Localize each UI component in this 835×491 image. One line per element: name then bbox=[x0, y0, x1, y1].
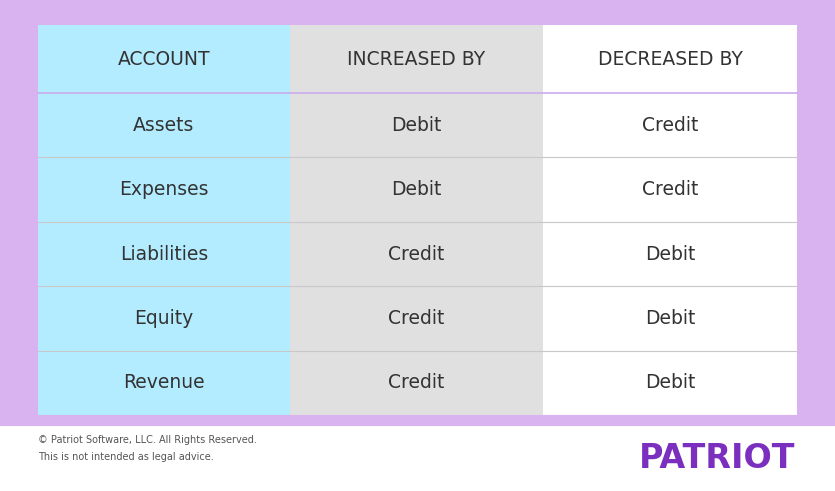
Bar bbox=[38, 351, 290, 415]
Bar bbox=[290, 25, 543, 93]
Text: Liabilities: Liabilities bbox=[120, 245, 208, 264]
Bar bbox=[543, 222, 797, 286]
Bar bbox=[0, 420, 835, 491]
Text: Debit: Debit bbox=[645, 373, 696, 392]
Text: Revenue: Revenue bbox=[124, 373, 205, 392]
Bar bbox=[290, 158, 543, 222]
Bar bbox=[290, 93, 543, 158]
Text: Debit: Debit bbox=[392, 180, 442, 199]
Bar bbox=[38, 286, 290, 351]
Text: ACCOUNT: ACCOUNT bbox=[118, 50, 210, 69]
Bar bbox=[543, 351, 797, 415]
Bar bbox=[38, 222, 290, 286]
Text: Equity: Equity bbox=[134, 309, 194, 328]
Text: Expenses: Expenses bbox=[119, 180, 209, 199]
Text: Credit: Credit bbox=[388, 245, 445, 264]
Text: DECREASED BY: DECREASED BY bbox=[598, 50, 742, 69]
Text: Credit: Credit bbox=[388, 373, 445, 392]
Bar bbox=[543, 93, 797, 158]
Bar bbox=[543, 158, 797, 222]
Text: Credit: Credit bbox=[388, 309, 445, 328]
Text: Assets: Assets bbox=[134, 116, 195, 135]
Text: Debit: Debit bbox=[645, 245, 696, 264]
Text: This is not intended as legal advice.: This is not intended as legal advice. bbox=[38, 452, 214, 462]
Text: PATRIOT: PATRIOT bbox=[639, 441, 795, 474]
Text: Credit: Credit bbox=[642, 116, 698, 135]
Text: Debit: Debit bbox=[645, 309, 696, 328]
Text: Credit: Credit bbox=[642, 180, 698, 199]
Text: INCREASED BY: INCREASED BY bbox=[347, 50, 486, 69]
Bar bbox=[543, 25, 797, 93]
Bar bbox=[38, 158, 290, 222]
Bar bbox=[543, 286, 797, 351]
Bar bbox=[290, 351, 543, 415]
Bar bbox=[38, 93, 290, 158]
Bar bbox=[38, 25, 290, 93]
Bar bbox=[290, 286, 543, 351]
Text: © Patriot Software, LLC. All Rights Reserved.: © Patriot Software, LLC. All Rights Rese… bbox=[38, 435, 257, 445]
Bar bbox=[38, 25, 797, 415]
Text: Debit: Debit bbox=[392, 116, 442, 135]
Bar bbox=[290, 222, 543, 286]
